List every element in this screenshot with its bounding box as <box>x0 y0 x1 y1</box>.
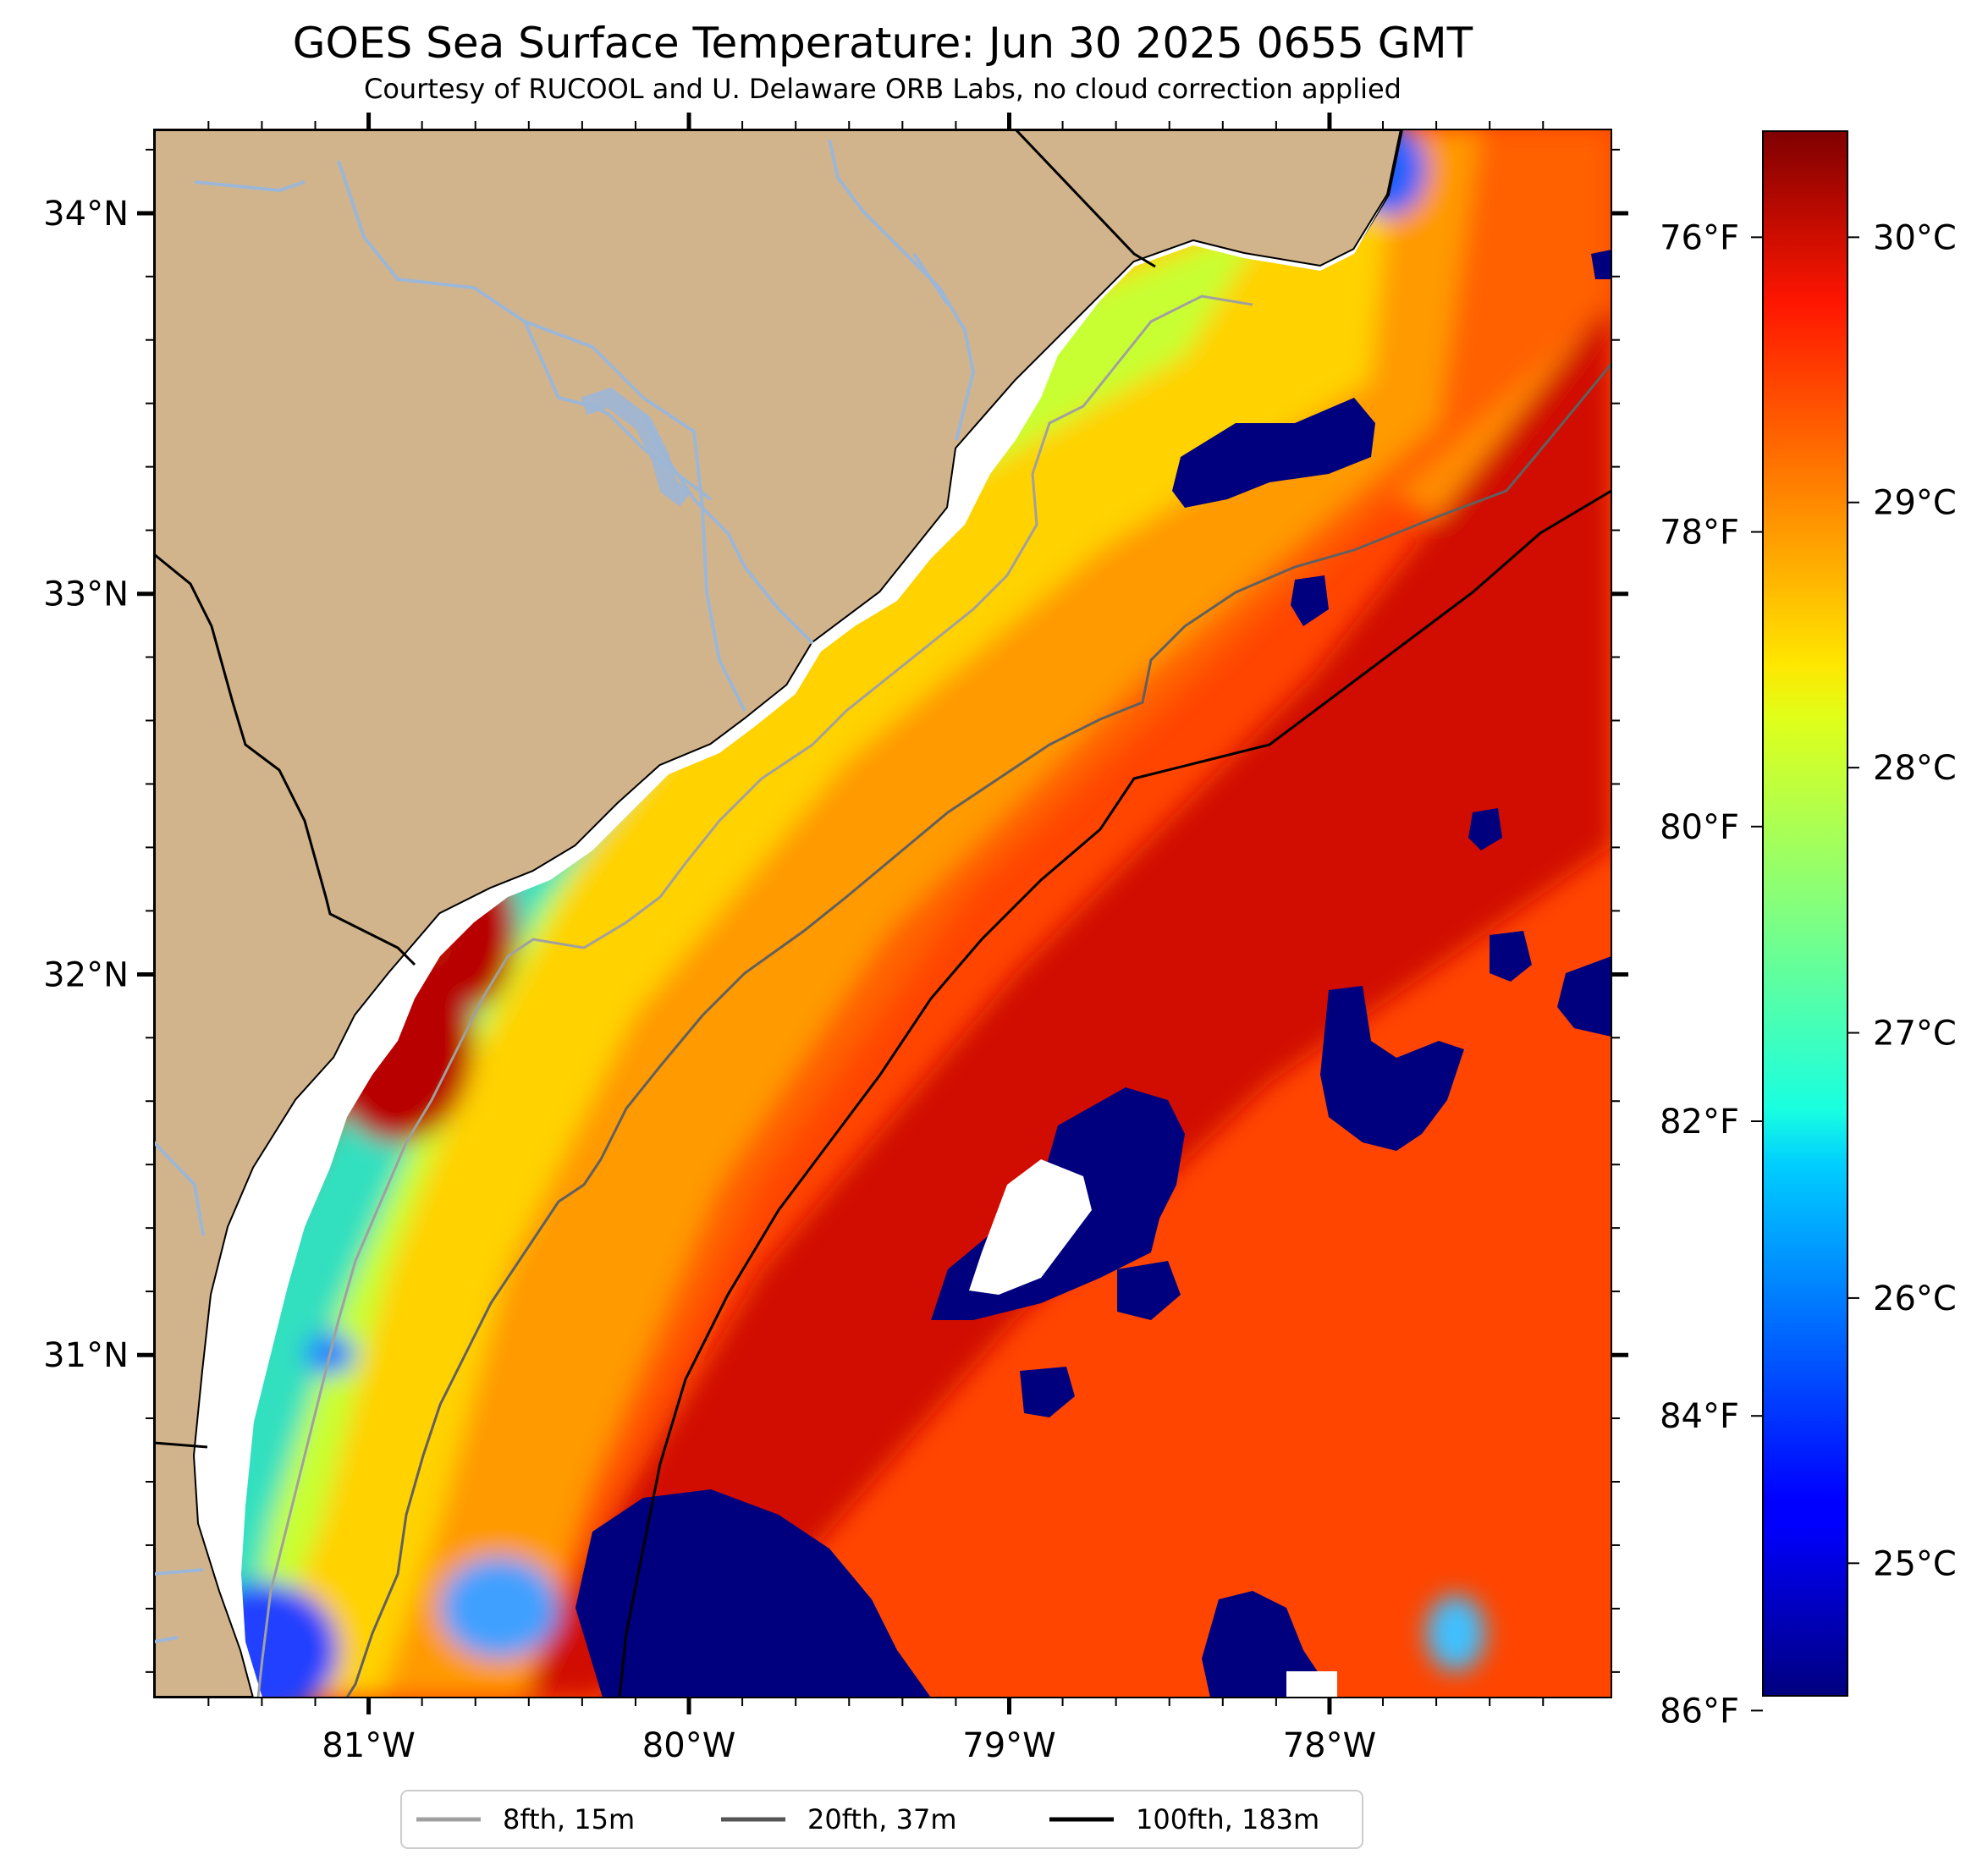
fahrenheit-tick-label: 86°F <box>1660 1692 1739 1731</box>
colorbar-tick-label: 25°C <box>1873 1544 1957 1583</box>
legend-label-8fth: 8fth, 15m <box>503 1803 635 1835</box>
colorbar-tick-label: 27°C <box>1873 1015 1957 1054</box>
colorbar-gradient <box>1762 130 1848 1697</box>
contour-20fth <box>345 363 1611 1698</box>
legend-label-20fth: 20fth, 37m <box>807 1803 956 1835</box>
map-title: GOES Sea Surface Temperature: Jun 30 202… <box>293 19 1473 68</box>
lon-tick-label: 79°W <box>962 1726 1055 1765</box>
contour-100fth <box>618 489 1611 1698</box>
lon-tick-label: 81°W <box>322 1726 415 1765</box>
lon-tick-label: 80°W <box>642 1726 735 1765</box>
colorbar-tick-label: 30°C <box>1873 218 1957 257</box>
legend-box <box>400 1790 1363 1849</box>
lat-tick-label: 33°N <box>43 575 129 614</box>
colorbar-tick-label: 28°C <box>1873 749 1957 788</box>
lat-tick-label: 31°N <box>43 1336 129 1375</box>
lat-tick-label: 32°N <box>43 955 129 994</box>
fahrenheit-tick-label: 84°F <box>1660 1397 1739 1436</box>
colorbar-tick-label: 26°C <box>1873 1279 1957 1318</box>
bathymetry-contours <box>256 294 1611 1698</box>
fahrenheit-tick-label: 76°F <box>1660 218 1739 257</box>
fahrenheit-tick-label: 80°F <box>1660 808 1739 847</box>
fahrenheit-tick-label: 82°F <box>1660 1103 1739 1142</box>
colorbar: 25°C 26°C 27°C 28°C 29°C 30°C 86°F 84°F 82°F 80°F… <box>1660 130 1957 1731</box>
lon-tick-label: 78°W <box>1283 1726 1376 1765</box>
map-panel <box>154 129 1611 1698</box>
contour-8fth <box>256 294 1253 1698</box>
fahrenheit-tick-label: 78°F <box>1660 514 1739 553</box>
legend-label-100fth: 100fth, 183m <box>1136 1803 1319 1835</box>
map-frame <box>153 129 1612 1698</box>
map-axes: 81°W 80°W 79°W 78°W 31°N 32°N 33°N 34°N <box>43 113 1628 1765</box>
colorbar-ticks: 25°C 26°C 27°C 28°C 29°C 30°C 86°F 84°F 82°F 80°F… <box>1660 218 1957 1731</box>
colorbar-tick-label: 29°C <box>1873 484 1957 523</box>
map-subtitle: Courtesy of RUCOOL and U. Delaware ORB L… <box>364 73 1402 105</box>
lat-tick-label: 34°N <box>43 195 129 234</box>
land <box>154 129 1404 1698</box>
legend: 8fth, 15m 20fth, 37m 100fth, 183m <box>400 1790 1363 1849</box>
